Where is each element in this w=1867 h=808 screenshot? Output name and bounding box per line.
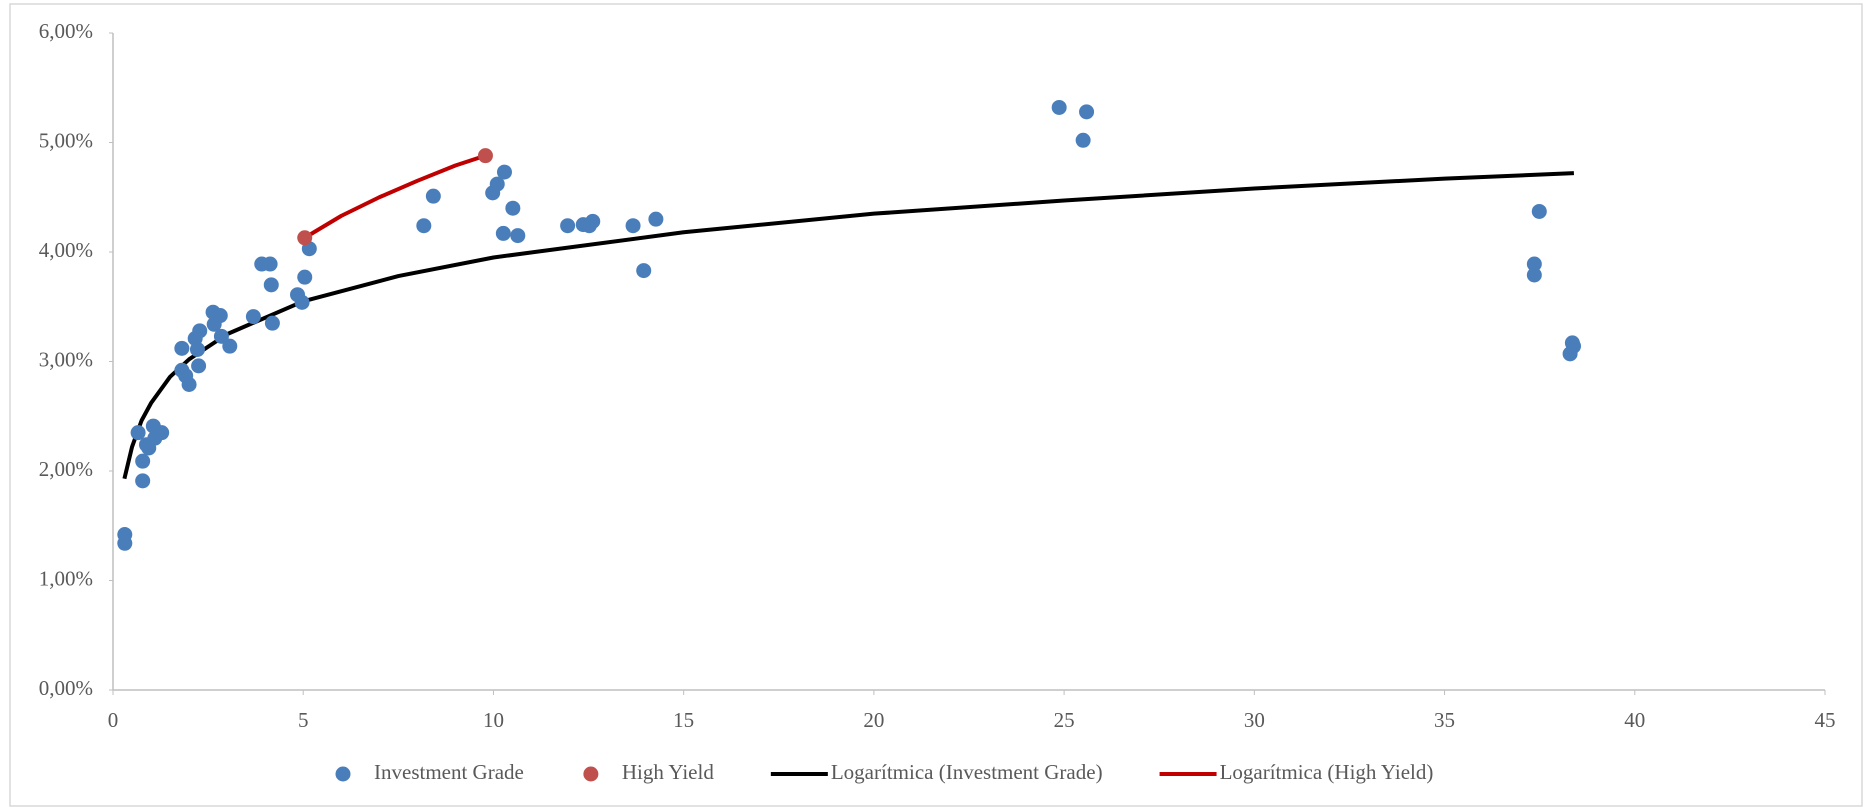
- point: [212, 308, 228, 324]
- point: [263, 277, 279, 293]
- point: [495, 225, 511, 241]
- trend-line: [303, 153, 487, 240]
- point: [117, 535, 133, 551]
- point: [135, 453, 151, 469]
- point: [130, 425, 146, 441]
- legend-label: Investment Grade: [374, 760, 524, 784]
- point: [245, 309, 261, 325]
- point: [135, 473, 151, 489]
- point: [297, 230, 313, 246]
- point: [648, 211, 664, 227]
- legend-label: Logarítmica (High Yield): [1220, 760, 1434, 784]
- point: [1531, 203, 1547, 219]
- point: [213, 328, 229, 344]
- point: [222, 338, 238, 354]
- point: [264, 315, 280, 331]
- point: [585, 213, 601, 229]
- x-tick-label: 20: [863, 708, 884, 732]
- point: [1079, 104, 1095, 120]
- point: [191, 358, 207, 374]
- point: [192, 323, 208, 339]
- point: [477, 148, 493, 164]
- x-tick-label: 35: [1434, 708, 1455, 732]
- x-tick-label: 30: [1244, 708, 1265, 732]
- x-tick-label: 5: [298, 708, 309, 732]
- x-tick-label: 15: [673, 708, 694, 732]
- y-tick-label: 6,00%: [39, 19, 93, 43]
- point: [189, 341, 205, 357]
- point: [510, 228, 526, 244]
- point: [181, 376, 197, 392]
- chart-border: [9, 3, 1863, 807]
- point: [560, 218, 576, 234]
- point: [1051, 99, 1067, 115]
- y-tick-label: 0,00%: [39, 676, 93, 700]
- legend-marker: [335, 766, 351, 782]
- point: [1562, 346, 1578, 362]
- point: [416, 218, 432, 234]
- x-tick-label: 40: [1624, 708, 1645, 732]
- point: [505, 200, 521, 216]
- point: [496, 164, 512, 180]
- point: [489, 176, 505, 192]
- trend-line: [122, 171, 1574, 480]
- point: [262, 256, 278, 272]
- y-tick-label: 2,00%: [39, 457, 93, 481]
- point: [1075, 132, 1091, 148]
- point: [1526, 256, 1542, 272]
- x-tick-label: 0: [108, 708, 119, 732]
- point: [425, 188, 441, 204]
- y-tick-label: 4,00%: [39, 238, 93, 262]
- x-tick-label: 45: [1815, 708, 1836, 732]
- point: [294, 294, 310, 310]
- point: [1526, 267, 1542, 283]
- x-tick-label: 10: [483, 708, 504, 732]
- y-tick-label: 1,00%: [39, 566, 93, 590]
- point: [154, 425, 170, 441]
- point: [297, 269, 313, 285]
- legend-label: High Yield: [622, 760, 714, 784]
- point: [174, 340, 190, 356]
- legend-marker: [583, 766, 599, 782]
- point: [636, 263, 652, 279]
- legend-label: Logarítmica (Investment Grade): [831, 760, 1103, 784]
- point: [625, 218, 641, 234]
- x-tick-label: 25: [1054, 708, 1075, 732]
- y-tick-label: 5,00%: [39, 128, 93, 152]
- y-tick-label: 3,00%: [39, 347, 93, 371]
